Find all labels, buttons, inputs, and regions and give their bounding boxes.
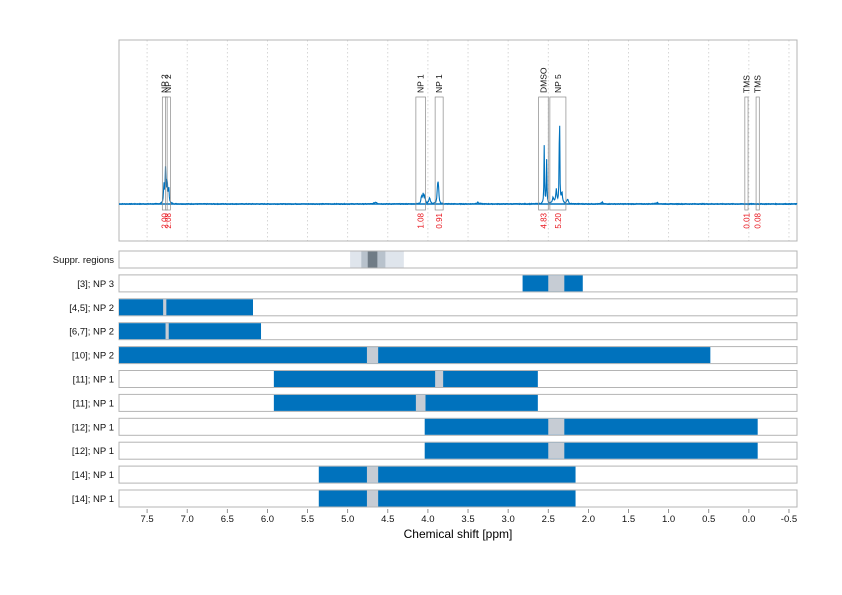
x-tick-label: 3.0 (502, 514, 515, 525)
x-tick-label: 4.5 (381, 514, 394, 525)
suppression-region-inner (367, 251, 378, 268)
peak-group-box (415, 96, 426, 211)
integral-value: 5.20 (554, 212, 563, 228)
x-tick-label: 1.0 (662, 514, 675, 525)
peak-group-label: NP 5 (553, 74, 563, 93)
integral-value: 0.91 (435, 212, 444, 228)
integral-value: 2.08 (164, 212, 173, 228)
range-bar (119, 299, 253, 316)
track-row: [3]; NP 3 (77, 274, 798, 293)
x-tick-label: 6.0 (261, 514, 274, 525)
x-tick-label: 0.5 (702, 514, 715, 525)
range-bar (424, 418, 758, 435)
track-row: [11]; NP 1 (73, 370, 798, 388)
track-frame (118, 274, 798, 293)
x-tick-label: 2.5 (542, 514, 555, 525)
track-label: [6,7]; NP 2 (69, 327, 114, 338)
track-label: [12]; NP 1 (72, 422, 114, 433)
x-tick-label: 5.0 (341, 514, 354, 525)
peak-group-box (161, 96, 168, 211)
excluded-region (548, 275, 565, 292)
excluded-region (435, 371, 444, 387)
peak-group-box (165, 96, 171, 211)
x-tick-label: 7.5 (140, 514, 153, 525)
track-row: Suppr. regions (53, 250, 798, 269)
track-label: [11]; NP 1 (73, 398, 114, 409)
peak-group-box (549, 96, 567, 211)
range-tracks: Suppr. regions [3]; NP 3 [4,5]; NP 2 [6,7];… (53, 250, 798, 508)
range-bar (318, 466, 576, 483)
x-tick-label: 3.5 (461, 514, 474, 525)
integral-value: 4.83 (539, 212, 548, 228)
track-label: [4,5]; NP 2 (69, 303, 114, 314)
track-row: [14]; NP 1 (72, 465, 798, 484)
x-tick-label: 2.0 (582, 514, 595, 525)
track-row: [4,5]; NP 2 (69, 298, 798, 317)
x-tick-label: 5.5 (301, 514, 314, 525)
x-axis: 7.5 7.0 6.5 6.0 5.5 5.0 4.5 4.0 3.5 3.0 2.5 2.0 1.5 1… (140, 509, 797, 525)
track-label: [10]; NP 2 (72, 351, 114, 362)
excluded-region (366, 466, 379, 483)
x-tick-label: 1.5 (622, 514, 635, 525)
track-row: [12]; NP 1 (72, 441, 798, 460)
excluded-region (548, 418, 565, 435)
track-label: [14]; NP 1 (72, 494, 114, 505)
integral-value: 0.01 (742, 212, 751, 228)
x-tick-label: 6.5 (221, 514, 234, 525)
x-tick-label: -0.5 (781, 514, 797, 525)
peak-group-box (755, 96, 760, 211)
integral-value: 2.00 (161, 212, 170, 228)
track-label: [14]; NP 1 (72, 470, 114, 481)
excluded-region (548, 442, 565, 459)
range-bar (424, 442, 758, 459)
excluded-region (415, 394, 426, 411)
peak-group-label: NP 1 (416, 74, 426, 93)
peak-group-label: DMSO (538, 67, 548, 93)
track-row: [10]; NP 2 (72, 346, 798, 365)
excluded-region (366, 347, 379, 364)
track-label: [12]; NP 1 (72, 446, 114, 457)
peak-group-label: NP 2 (160, 74, 170, 93)
x-tick-label: 0.0 (742, 514, 755, 525)
integral-value: 0.08 (754, 212, 763, 228)
grid-lines (146, 40, 790, 241)
spectrum-plot (118, 125, 798, 206)
peak-group-box (538, 96, 549, 211)
track-label: [11]; NP 1 (73, 375, 114, 386)
excluded-region (366, 490, 379, 507)
peak-group-label: TMS (753, 75, 763, 93)
range-bar (119, 347, 711, 364)
track-label: Suppr. regions (53, 255, 115, 266)
peak-group-box (434, 96, 444, 211)
spectrum-panel (118, 39, 798, 242)
excluded-region (163, 299, 167, 316)
range-bar (318, 490, 576, 507)
spectrum-line (118, 125, 798, 206)
peak-group-label: NP 1 (434, 74, 444, 93)
track-row: [11]; NP 1 (73, 393, 798, 412)
integral-value: 1.08 (417, 212, 426, 228)
x-tick-label: 4.0 (421, 514, 434, 525)
peak-group-label: TMS (741, 75, 751, 93)
range-bar (119, 323, 262, 340)
track-frame (118, 250, 798, 269)
track-row: [14]; NP 1 (72, 489, 798, 508)
range-bar (273, 394, 538, 411)
peak-group-box (744, 96, 749, 211)
x-axis-label: Chemical shift [ppm] (404, 527, 513, 541)
x-tick-label: 7.0 (181, 514, 194, 525)
range-bar (273, 371, 538, 387)
track-row: [12]; NP 1 (72, 417, 798, 436)
peak-group-label: NP 2 (163, 74, 173, 93)
track-row: [6,7]; NP 2 (69, 322, 798, 341)
excluded-region (165, 323, 169, 340)
track-label: [3]; NP 3 (77, 279, 114, 290)
